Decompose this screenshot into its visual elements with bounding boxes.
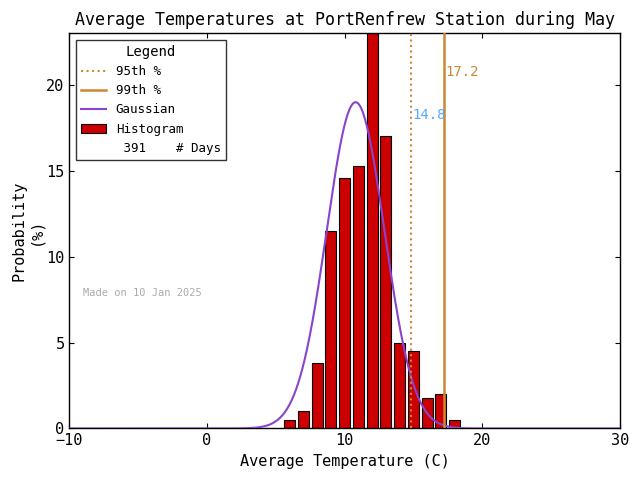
Bar bbox=[435, 394, 446, 429]
Bar bbox=[312, 363, 323, 429]
Bar bbox=[325, 231, 337, 429]
X-axis label: Average Temperature (C): Average Temperature (C) bbox=[239, 454, 449, 469]
Bar bbox=[284, 420, 295, 429]
Bar bbox=[339, 178, 350, 429]
Bar bbox=[394, 343, 405, 429]
Bar bbox=[353, 166, 364, 429]
Text: Made on 10 Jan 2025: Made on 10 Jan 2025 bbox=[83, 288, 202, 298]
Text: 17.2: 17.2 bbox=[445, 65, 479, 79]
Text: 14.8: 14.8 bbox=[413, 108, 446, 122]
Bar bbox=[380, 136, 392, 429]
Legend: 95th %, 99th %, Gaussian, Histogram,  391    # Days: 95th %, 99th %, Gaussian, Histogram, 391… bbox=[76, 40, 226, 160]
Bar bbox=[367, 34, 378, 429]
Bar bbox=[449, 420, 460, 429]
Bar bbox=[408, 351, 419, 429]
Title: Average Temperatures at PortRenfrew Station during May: Average Temperatures at PortRenfrew Stat… bbox=[75, 11, 614, 29]
Bar bbox=[298, 411, 309, 429]
Bar bbox=[422, 397, 433, 429]
Y-axis label: Probability
(%): Probability (%) bbox=[11, 181, 44, 281]
